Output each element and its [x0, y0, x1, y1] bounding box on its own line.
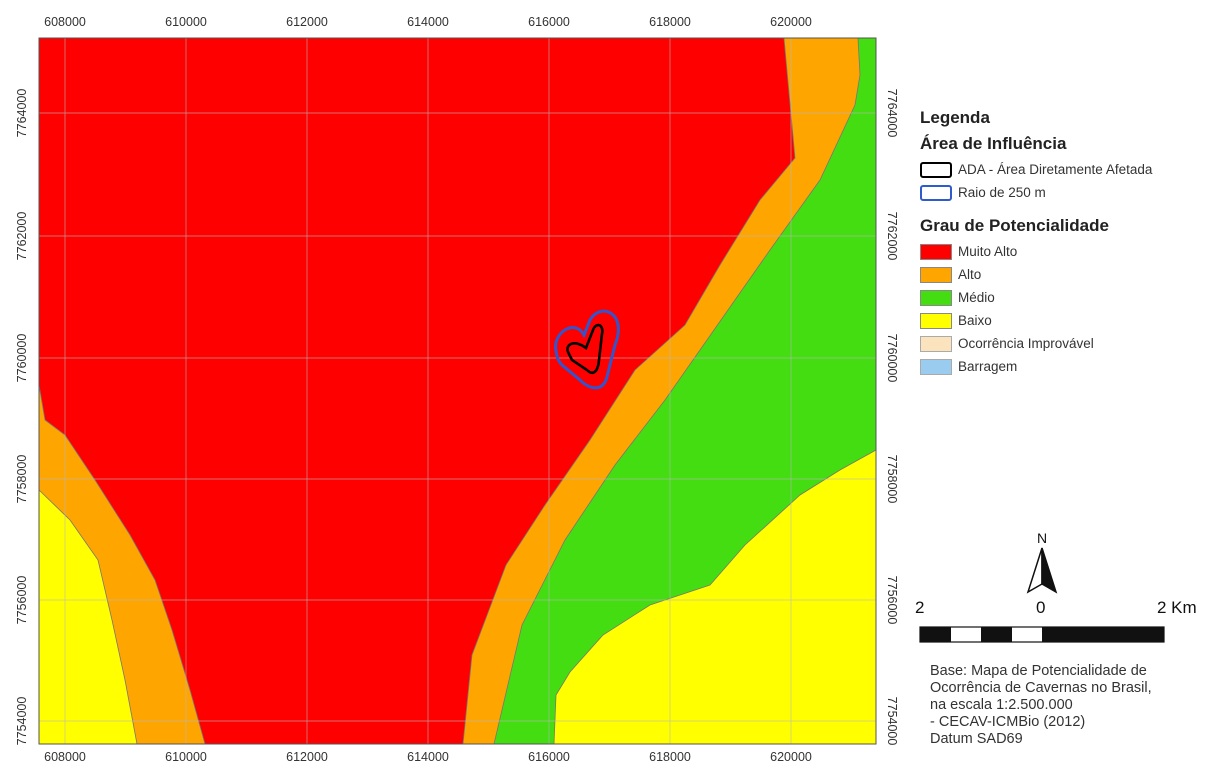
x-ticks-bottom: 608000 610000 612000 614000 616000 61800… — [44, 750, 812, 764]
legend-item-label: ADA - Área Diretamente Afetada — [958, 162, 1153, 177]
legend-item-label: Barragem — [958, 359, 1018, 374]
x-tick-label: 608000 — [44, 15, 86, 29]
legend: Legenda Área de Influência ADA - Área Di… — [920, 108, 1205, 378]
y-tick-label: 7760000 — [885, 334, 899, 383]
legend-item-label: Baixo — [958, 313, 992, 328]
y-tick-label: 7756000 — [15, 576, 29, 625]
x-tick-label: 610000 — [165, 15, 207, 29]
north-arrow: N — [1022, 530, 1062, 600]
y-tick-label: 7754000 — [15, 697, 29, 746]
zone-baixo-east — [553, 449, 876, 744]
barragem-swatch — [920, 358, 952, 375]
north-arrow-icon — [1026, 547, 1058, 594]
map-border — [38, 37, 877, 745]
x-tick-label: 618000 — [649, 750, 691, 764]
medio-swatch — [920, 289, 952, 306]
legend-grau-title: Grau de Potencialidade — [920, 216, 1109, 235]
alto-swatch — [920, 266, 952, 283]
legend-area-title: Área de Influência — [920, 134, 1067, 153]
y-tick-label: 7760000 — [15, 334, 29, 383]
ada-polygon[interactable] — [566, 323, 604, 374]
legend-item-baixo[interactable]: Baixo — [920, 309, 1205, 332]
y-ticks-left: 7764000 7762000 7760000 7758000 7756000 … — [15, 89, 29, 746]
y-tick-label: 7762000 — [885, 212, 899, 261]
map-body[interactable] — [39, 38, 876, 744]
x-tick-label: 616000 — [528, 15, 570, 29]
ada-swatch — [920, 161, 952, 178]
x-tick-label: 610000 — [165, 750, 207, 764]
x-tick-label: 614000 — [407, 750, 449, 764]
north-label: N — [1036, 530, 1048, 546]
x-tick-label: 608000 — [44, 750, 86, 764]
scale-label-left: 2 — [915, 598, 925, 617]
y-ticks-right: 7764000 7762000 7760000 7758000 7756000 … — [885, 89, 899, 746]
x-tick-label: 618000 — [649, 15, 691, 29]
legend-item-barragem[interactable]: Barragem — [920, 355, 1205, 378]
legend-item-medio[interactable]: Médio — [920, 286, 1205, 309]
ocorrencia-improvavel-swatch — [920, 335, 952, 352]
zone-baixo-west — [39, 489, 138, 744]
source-note: Base: Mapa de Potencialidade de Ocorrênc… — [930, 663, 1205, 748]
source-line: Ocorrência de Cavernas no Brasil, — [930, 680, 1152, 696]
map-frame: 608000 610000 612000 614000 616000 61800… — [15, 15, 899, 764]
source-line: Datum SAD69 — [930, 731, 1023, 747]
scale-label-right: 2 Km — [1157, 598, 1197, 617]
legend-item-ada[interactable]: ADA - Área Diretamente Afetada — [920, 158, 1205, 181]
source-line: Base: Mapa de Potencialidade de — [930, 663, 1147, 679]
x-tick-label: 616000 — [528, 750, 570, 764]
x-tick-label: 620000 — [770, 750, 812, 764]
legend-item-label: Médio — [958, 290, 995, 305]
y-tick-label: 7758000 — [885, 455, 899, 504]
baixo-swatch — [920, 312, 952, 329]
y-tick-label: 7754000 — [885, 697, 899, 746]
legend-item-label: Muito Alto — [958, 244, 1018, 259]
y-tick-label: 7764000 — [885, 89, 899, 138]
y-tick-label: 7758000 — [15, 455, 29, 504]
y-tick-label: 7762000 — [15, 212, 29, 261]
buffer-250m[interactable] — [554, 309, 620, 390]
y-tick-label: 7756000 — [885, 576, 899, 625]
x-tick-label: 612000 — [286, 15, 328, 29]
scale-label-mid: 0 — [1036, 598, 1046, 617]
x-tick-label: 612000 — [286, 750, 328, 764]
scale-bar-graphic — [919, 626, 1165, 643]
scale-bar: 2 0 2 Km — [912, 598, 1211, 648]
x-tick-label: 614000 — [407, 15, 449, 29]
buffer-swatch — [920, 184, 952, 201]
x-ticks-top: 608000 610000 612000 614000 616000 61800… — [44, 15, 812, 29]
map-grid — [39, 38, 876, 744]
legend-item-raio[interactable]: Raio de 250 m — [920, 181, 1205, 204]
legend-item-ocorrencia-improvavel[interactable]: Ocorrência Improvável — [920, 332, 1205, 355]
legend-item-alto[interactable]: Alto — [920, 263, 1205, 286]
legend-item-label: Raio de 250 m — [958, 185, 1046, 200]
y-tick-label: 7764000 — [15, 89, 29, 138]
x-tick-label: 620000 — [770, 15, 812, 29]
legend-item-label: Alto — [958, 267, 982, 282]
legend-item-muito-alto[interactable]: Muito Alto — [920, 240, 1205, 263]
legend-item-label: Ocorrência Improvável — [958, 336, 1094, 351]
muito-alto-swatch — [920, 243, 952, 260]
source-line: na escala 1:2.500.000 — [930, 697, 1073, 713]
source-line: - CECAV-ICMBio (2012) — [930, 714, 1086, 730]
legend-title: Legenda — [920, 108, 990, 127]
